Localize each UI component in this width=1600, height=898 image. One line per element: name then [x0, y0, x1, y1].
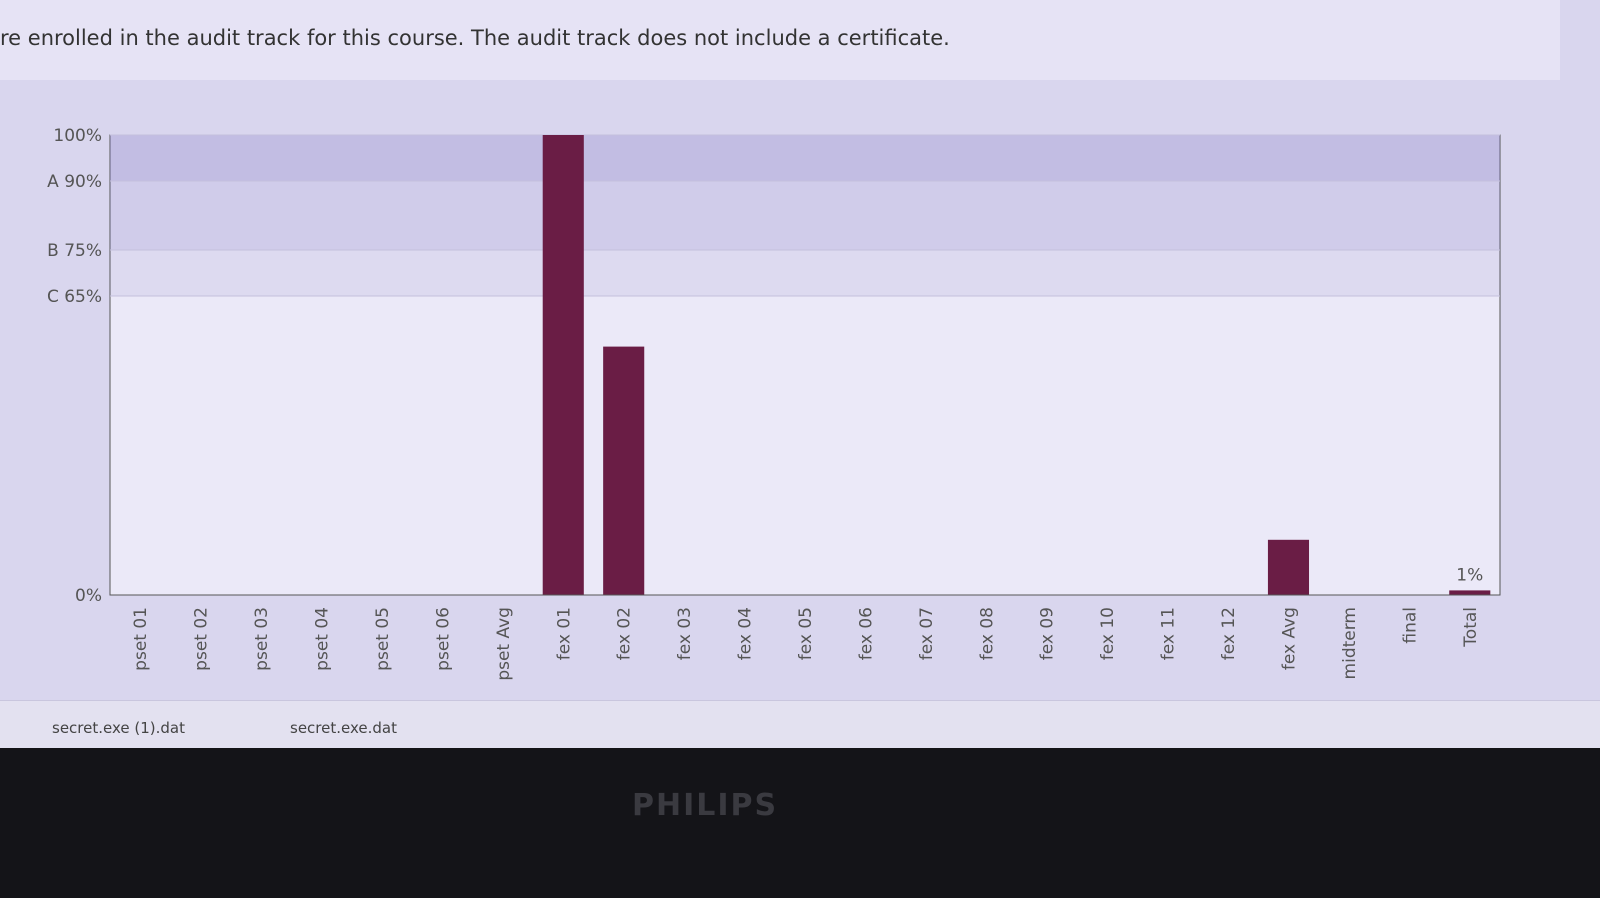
bar: [603, 346, 645, 595]
value-label: 1%: [1456, 565, 1483, 585]
notice-bar: re enrolled in the audit track for this …: [0, 0, 1560, 80]
x-tick-label: fex 09: [1038, 607, 1058, 660]
x-tick-label: fex 02: [615, 607, 635, 660]
x-tick-label: fex 01: [554, 607, 574, 660]
chart: 0% C 65% B 75% A 90% 100% pset 01 pset 02 pset …: [47, 126, 1501, 681]
x-tick-label: pset 03: [252, 607, 272, 671]
grade-band: [110, 135, 1500, 181]
x-tick-label: fex 07: [917, 607, 937, 660]
x-tick-label: fex 05: [796, 607, 816, 660]
x-tick-label: pset 06: [433, 607, 453, 671]
notice-text: re enrolled in the audit track for this …: [0, 26, 950, 50]
x-tick-label: fex 10: [1098, 607, 1118, 660]
monitor-bezel: PHILIPS: [0, 748, 1600, 898]
x-tick-label: fex 03: [675, 607, 695, 660]
x-tick-label: fex Avg: [1279, 607, 1299, 670]
bar: [1267, 539, 1310, 595]
y-tick-label: 100%: [53, 126, 102, 146]
x-tick-label: Total: [1461, 607, 1481, 648]
download-bar: secret.exe (1).dat secret.exe.dat: [0, 700, 1600, 749]
y-tick-label: A 90%: [47, 172, 102, 192]
download-item[interactable]: secret.exe.dat: [290, 719, 397, 737]
x-tick-label: pset Avg: [494, 607, 514, 681]
x-tick-label: final: [1400, 607, 1420, 644]
x-tick-label: fex 11: [1159, 607, 1179, 660]
x-tick-label: fex 06: [856, 607, 876, 660]
bar: [542, 135, 584, 595]
y-tick-label: C 65%: [47, 287, 102, 307]
x-tick-label: pset 05: [373, 607, 393, 671]
x-tick-label: midterm: [1340, 607, 1360, 679]
grade-band: [110, 181, 1500, 250]
bar: [1449, 590, 1491, 595]
x-tick-label: pset 01: [131, 607, 151, 671]
y-tick-label: B 75%: [47, 241, 102, 261]
plot-area: [109, 134, 1501, 596]
x-tick-label: pset 02: [192, 607, 212, 671]
brand-logo: PHILIPS: [632, 788, 779, 823]
x-tick-label: pset 04: [313, 607, 333, 671]
x-tick-label: fex 04: [736, 607, 756, 660]
x-tick-label: fex 12: [1219, 607, 1239, 660]
y-tick-label: 0%: [75, 586, 102, 606]
x-tick-label: fex 08: [977, 607, 997, 660]
grade-band: [110, 250, 1500, 296]
download-item[interactable]: secret.exe (1).dat: [52, 719, 185, 737]
